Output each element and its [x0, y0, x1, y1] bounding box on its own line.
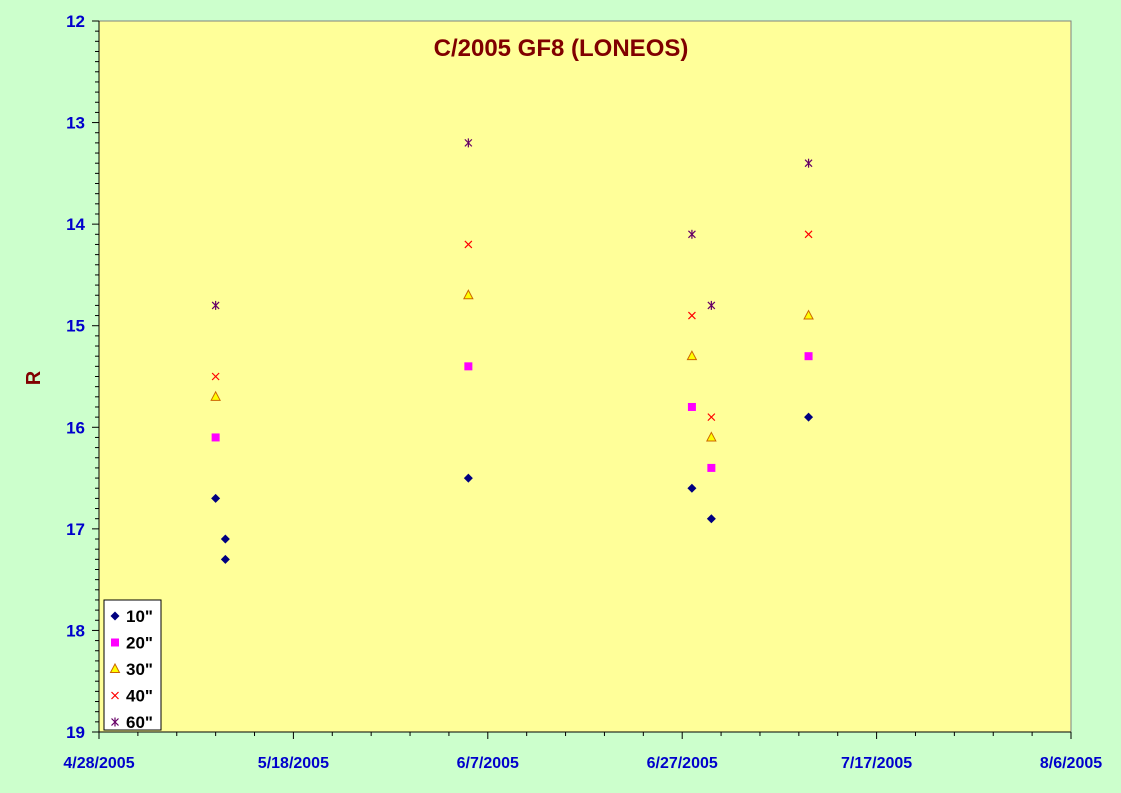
chart-title: C/2005 GF8 (LONEOS) — [434, 35, 689, 62]
data-point — [464, 362, 473, 371]
data-point — [687, 229, 696, 239]
legend-marker — [109, 662, 121, 673]
data-point — [707, 463, 716, 472]
marker-stroke — [687, 311, 696, 320]
legend-label: 20" — [126, 634, 153, 653]
y-tick-label: 18 — [66, 621, 85, 640]
data-point — [463, 289, 474, 300]
plot-area — [98, 20, 1072, 733]
legend-marker — [111, 691, 119, 700]
data-point — [687, 402, 696, 411]
legend-box — [103, 599, 162, 731]
x-tick-label: 8/6/2005 — [1040, 755, 1102, 772]
data-point — [706, 514, 716, 524]
marker-stroke — [707, 413, 716, 422]
data-point — [804, 230, 813, 239]
data-point — [463, 473, 473, 483]
legend-marker — [111, 638, 119, 647]
data-point — [220, 554, 230, 564]
marker-stroke — [804, 230, 813, 239]
data-point — [211, 433, 220, 442]
data-point — [686, 350, 698, 361]
y-tick-label: 17 — [66, 520, 85, 539]
y-tick-label: 16 — [66, 418, 85, 437]
legend-marker — [111, 717, 119, 727]
data-point — [707, 413, 716, 422]
data-point — [687, 483, 697, 493]
data-point — [464, 240, 473, 249]
data-points — [210, 138, 814, 564]
x-tick-label: 7/17/2005 — [841, 755, 912, 772]
y-tick-label: 15 — [66, 317, 85, 336]
x-tick-label: 4/28/2005 — [63, 755, 134, 772]
series-1 — [211, 412, 814, 564]
x-tick-label: 6/7/2005 — [457, 755, 519, 772]
series-3 — [210, 289, 814, 442]
marker-stroke — [464, 240, 473, 249]
legend-label: 10" — [126, 607, 153, 626]
series-2 — [211, 352, 813, 472]
legend-label: 40" — [126, 687, 153, 706]
marker-stroke — [211, 372, 220, 381]
data-point — [687, 311, 696, 320]
y-axis-label: R — [23, 370, 45, 385]
x-axis: 4/28/2005 5/18/2005 6/7/2005 6/27/2005 7/17/… — [63, 731, 1102, 772]
legend: 10" 20" 30" 40" 60" — [103, 599, 162, 732]
series-4 — [211, 230, 813, 422]
y-tick-label: 14 — [66, 215, 85, 234]
legend-label: 30" — [126, 660, 153, 679]
legend-label: 60" — [126, 713, 153, 732]
legend-marker — [110, 611, 120, 621]
x-tick-label: 6/27/2005 — [647, 755, 718, 772]
data-point — [211, 372, 220, 381]
data-point — [211, 493, 221, 503]
y-tick-label: 13 — [66, 114, 85, 133]
data-point — [211, 300, 220, 310]
data-point — [210, 390, 221, 401]
y-tick-label: 19 — [66, 723, 85, 742]
data-point — [464, 138, 473, 148]
data-point — [804, 158, 813, 168]
data-point — [803, 309, 814, 320]
data-point — [804, 352, 813, 361]
series-5 — [211, 138, 813, 310]
data-point — [220, 534, 230, 544]
y-tick-label: 12 — [66, 12, 85, 31]
marker-stroke — [111, 691, 119, 700]
y-axis: 12 13 14 15 16 17 18 19 — [66, 12, 100, 742]
data-point — [707, 300, 716, 310]
x-tick-label: 5/18/2005 — [258, 755, 329, 772]
data-point — [804, 412, 814, 422]
data-point — [706, 431, 717, 442]
